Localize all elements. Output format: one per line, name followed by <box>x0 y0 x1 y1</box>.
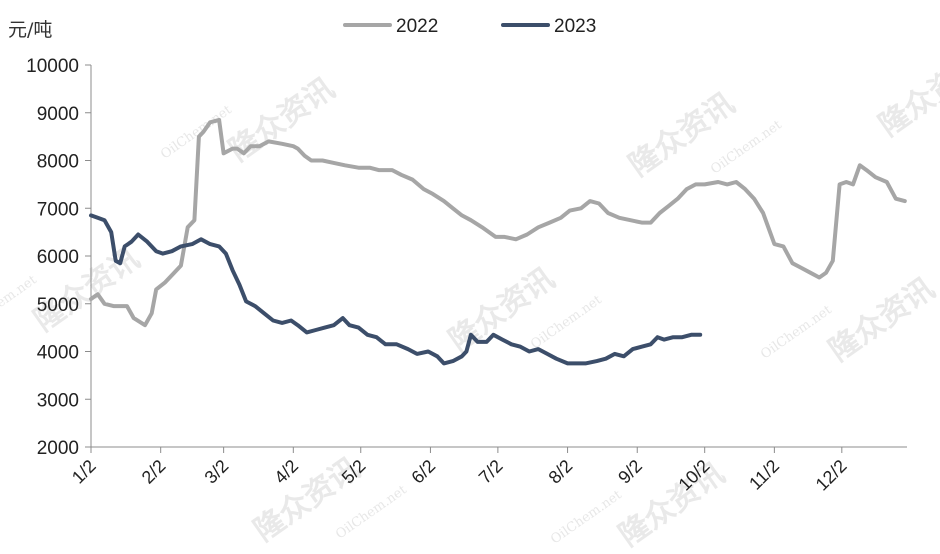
y-axis: 2000 3000 4000 5000 6000 7000 8000 9000 10000 <box>26 56 92 459</box>
x-tick-label: 12/2 <box>812 456 851 495</box>
series-line-2022 <box>89 117 907 328</box>
x-tick-label: 10/2 <box>675 456 714 495</box>
y-tick-label: 10000 <box>26 56 79 77</box>
y-tick-label: 7000 <box>37 199 79 220</box>
y-tick-label: 5000 <box>37 295 79 316</box>
x-tick-label: 7/2 <box>475 456 507 488</box>
legend-label-2023: 2023 <box>554 16 596 37</box>
y-tick-label: 3000 <box>37 390 79 411</box>
x-tick-label: 3/2 <box>201 456 233 488</box>
y-tick-label: 6000 <box>37 247 79 268</box>
x-tick-label: 5/2 <box>338 456 370 488</box>
y-tick-label: 4000 <box>37 343 79 364</box>
x-tick-label: 4/2 <box>270 456 302 488</box>
x-axis: 1/2 2/2 3/2 4/2 5/2 6/2 7/2 8/2 9/2 10/2 11/2 12/2 <box>68 446 907 495</box>
x-tick-label: 8/2 <box>545 456 577 488</box>
legend-label-2022: 2022 <box>396 16 438 37</box>
y-axis-title: 元/吨 <box>8 19 52 41</box>
legend: 2022 2023 <box>343 16 596 37</box>
y-tick-label: 8000 <box>37 152 79 173</box>
line-chart: 元/吨 2022 2023 2000 3000 4000 5000 6000 7000 800… <box>8 16 907 495</box>
x-tick-label: 11/2 <box>745 456 783 494</box>
y-tick-label: 2000 <box>37 438 79 459</box>
x-tick-label: 9/2 <box>614 456 646 488</box>
series-line-2023 <box>89 213 703 366</box>
x-tick-label: 2/2 <box>138 456 170 488</box>
y-tick-label: 9000 <box>37 104 79 125</box>
x-tick-label: 1/2 <box>68 456 100 488</box>
series-layer <box>89 117 907 366</box>
x-tick-label: 6/2 <box>407 456 439 488</box>
